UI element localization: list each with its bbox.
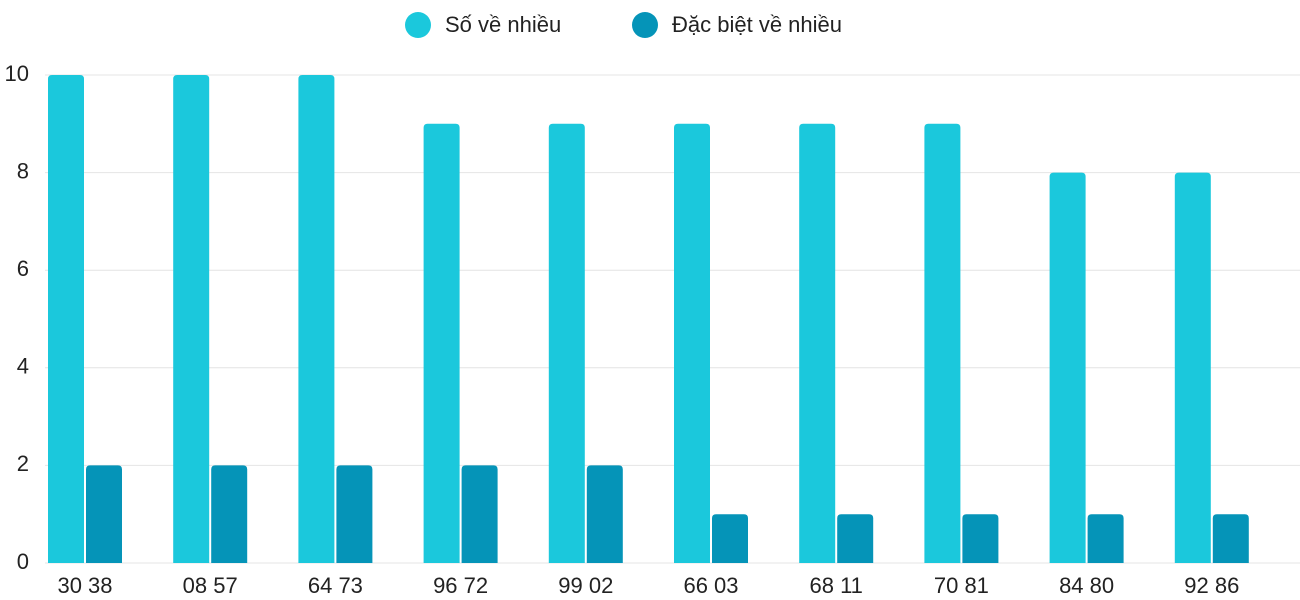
bar	[336, 465, 373, 563]
bar	[674, 123, 710, 564]
bar	[837, 514, 874, 563]
bar	[1212, 514, 1249, 563]
x-tick-label: 30 38	[57, 573, 112, 598]
bar	[548, 123, 585, 564]
bar	[48, 75, 84, 563]
legend-marker	[405, 12, 431, 38]
x-tick-label: 66 03	[683, 573, 738, 598]
bar	[962, 514, 999, 563]
bar	[1174, 172, 1211, 563]
bar	[586, 465, 623, 563]
bar	[173, 75, 210, 563]
bar	[423, 123, 460, 564]
bar	[924, 123, 961, 564]
y-tick-label: 10	[5, 61, 29, 86]
x-tick-label: 84 80	[1059, 573, 1114, 598]
bar	[712, 514, 748, 563]
x-tick-label: 99 02	[558, 573, 613, 598]
bar	[461, 465, 498, 563]
x-tick-label: 96 72	[433, 573, 488, 598]
legend-label: Số về nhiều	[445, 12, 561, 37]
y-tick-label: 8	[17, 158, 29, 183]
legend-label: Đặc biệt về nhiều	[672, 12, 842, 37]
bar	[799, 123, 836, 564]
x-tick-label: 64 73	[308, 573, 363, 598]
bar	[211, 465, 248, 563]
legend-marker	[632, 12, 658, 38]
y-tick-label: 2	[17, 451, 29, 476]
y-tick-label: 6	[17, 256, 29, 281]
x-tick-label: 92 86	[1184, 573, 1239, 598]
bar	[86, 465, 122, 563]
x-tick-label: 08 57	[183, 573, 238, 598]
x-tick-label: 68 11	[809, 573, 862, 598]
bar	[1049, 172, 1086, 563]
x-tick-label: 70 81	[934, 573, 989, 598]
bar	[1087, 514, 1124, 563]
y-tick-label: 4	[17, 354, 29, 379]
bar	[298, 75, 335, 563]
y-tick-label: 0	[17, 549, 29, 574]
